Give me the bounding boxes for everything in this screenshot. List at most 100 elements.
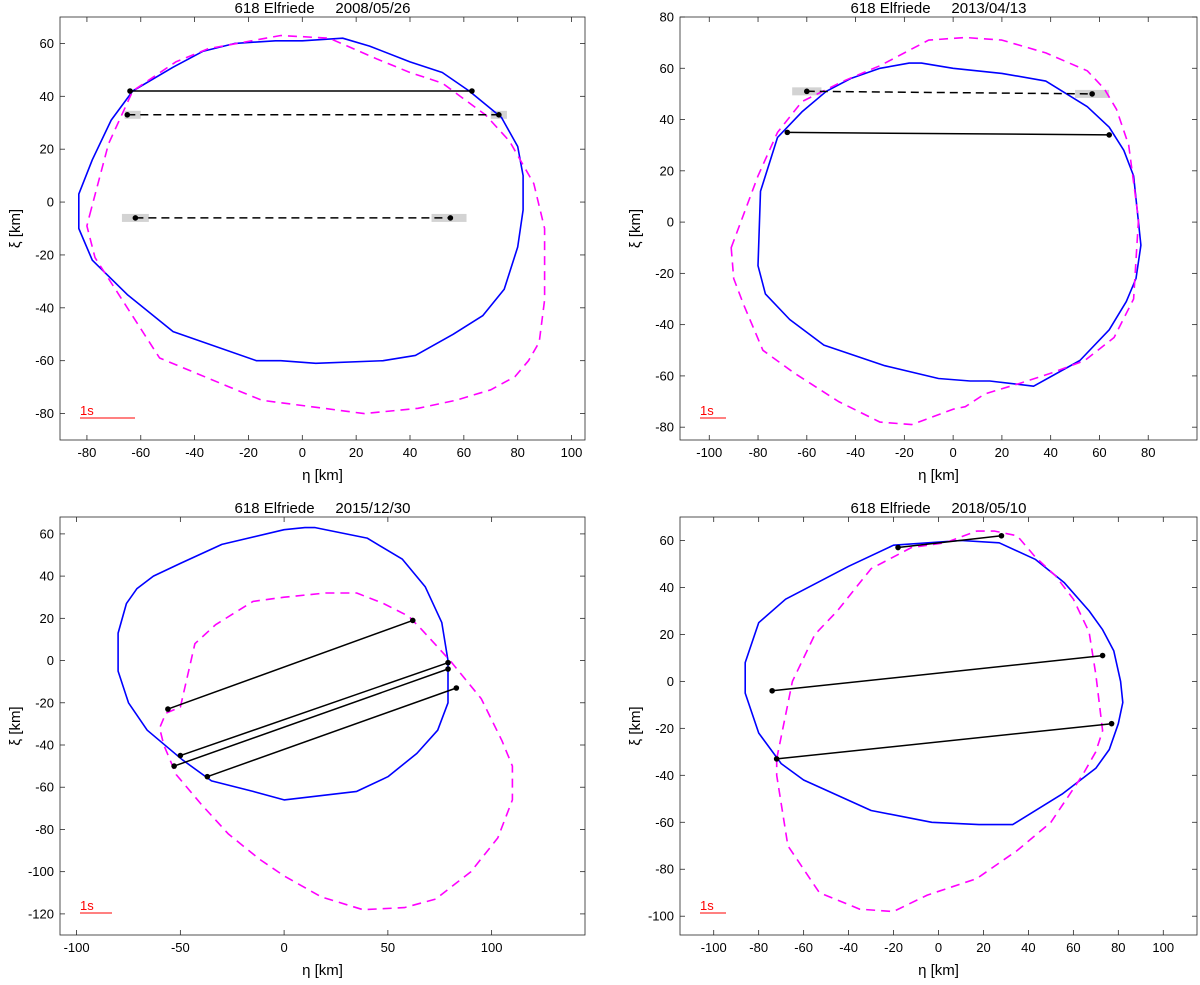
chord-endpoint [124,112,131,118]
x-tick-label: 100 [481,940,503,955]
y-tick-label: -60 [35,353,54,368]
y-axis-label: ξ [km] [7,209,24,248]
chord-endpoint [804,88,810,95]
chord-endpoint [496,112,502,118]
y-tick-label: 40 [40,569,54,584]
x-tick-label: -80 [78,445,97,460]
y-tick-label: 0 [47,195,54,210]
chord-endpoint [1106,132,1113,138]
y-axis-label: ξ [km] [627,706,644,745]
y-tick-label: 40 [660,112,674,127]
x-tick-label: 40 [403,445,417,460]
y-tick-label: -20 [655,266,674,281]
occultation-chord-1 [806,90,1093,95]
model-magenta-contour [730,36,1140,426]
model-magenta-contour [158,592,514,911]
chord-endpoint [773,756,780,762]
chord-endpoint [445,666,451,672]
chord-endpoint [1108,720,1115,727]
model-magenta-contour [775,530,1104,913]
x-tick-label: -20 [884,940,903,955]
model-blue-contour [744,539,1124,826]
occultation-chord-2 [787,131,1110,136]
plot-area [59,16,586,441]
x-tick-label: 20 [976,940,990,955]
y-tick-label: -60 [655,815,674,830]
occultation-chord-4 [207,687,457,778]
x-tick-label: 100 [561,445,583,460]
chord-endpoint [453,685,460,691]
x-tick-label: -40 [839,940,858,955]
chord-endpoint [469,88,475,94]
chart-title: 618 Elfriede 2008/05/26 [235,0,411,17]
subplot-2015-12-30: -100 -50 0 50 100 -120 -100 -80 -60 -40 -20 0 20 40 60… [7,500,586,979]
scale-bar-label: 1s [80,403,94,418]
y-tick-label: -60 [35,780,54,795]
x-tick-label: 60 [1092,445,1106,460]
chord-endpoint [1089,91,1095,97]
x-tick-label: 0 [935,940,942,955]
plot-area [679,516,1198,936]
occultation-chord-3 [776,722,1112,760]
y-tick-label: 0 [667,674,674,689]
y-tick-label: 0 [667,215,674,230]
scale-bar-label: 1s [700,403,714,418]
occultation-chord-1 [167,619,414,710]
x-tick-label: 40 [1021,940,1035,955]
y-tick-label: -100 [28,864,54,879]
x-tick-label: 40 [1043,445,1057,460]
chord-endpoint [447,215,454,221]
x-tick-label: -80 [749,445,768,460]
x-tick-label: 20 [349,445,363,460]
chord-endpoint [165,706,171,712]
x-axis-label: η [km] [918,962,959,979]
y-tick-label: -80 [35,822,54,837]
x-tick-label: 80 [1141,445,1155,460]
model-magenta-contour [86,34,546,415]
x-tick-label: -60 [797,445,816,460]
chord-endpoint [445,659,451,666]
y-tick-label: 0 [47,653,54,668]
occultation-chord-3 [173,668,449,767]
y-axis-label: ξ [km] [7,706,24,745]
plot-area [679,16,1198,441]
chord-endpoint [784,129,791,136]
y-tick-label: -100 [648,909,674,924]
x-tick-label: -100 [696,445,722,460]
chord-endpoint [132,215,139,221]
y-axis-label: ξ [km] [627,209,644,248]
x-axis-label: η [km] [918,467,959,484]
x-tick-label: 0 [950,445,957,460]
chord-endpoint [998,532,1005,539]
x-tick-label: 60 [457,445,471,460]
x-tick-label: -100 [701,940,727,955]
chart-title: 618 Elfriede 2018/05/10 [851,500,1027,517]
y-tick-label: -120 [28,906,54,921]
subplot-2018-05-10: -100 -80 -60 -40 -20 0 20 40 60 80 100 -100 -80 -60 -4… [627,500,1198,979]
y-tick-label: 60 [660,61,674,76]
x-tick-label: -40 [846,445,865,460]
x-tick-label: -40 [185,445,204,460]
y-tick-label: 40 [40,89,54,104]
y-tick-label: -20 [655,721,674,736]
y-tick-label: 60 [40,526,54,541]
y-tick-label: -80 [35,406,54,421]
y-tick-label: -80 [655,862,674,877]
y-tick-label: -20 [35,247,54,262]
y-tick-label: 60 [40,36,54,51]
x-tick-label: 0 [299,445,306,460]
y-tick-label: 40 [660,580,674,595]
x-tick-label: -100 [64,940,90,955]
chord-endpoint [409,617,416,624]
y-tick-label: -20 [35,695,54,710]
y-tick-label: 20 [660,627,674,642]
x-tick-label: 0 [280,940,287,955]
x-tick-label: 60 [1066,940,1080,955]
x-tick-label: 50 [381,940,395,955]
occultation-chord-1 [897,535,1002,549]
x-tick-label: -60 [794,940,813,955]
plot-area [59,516,586,936]
chord-endpoint [171,763,177,769]
x-tick-label: 100 [1152,940,1174,955]
y-tick-label: -40 [655,768,674,783]
